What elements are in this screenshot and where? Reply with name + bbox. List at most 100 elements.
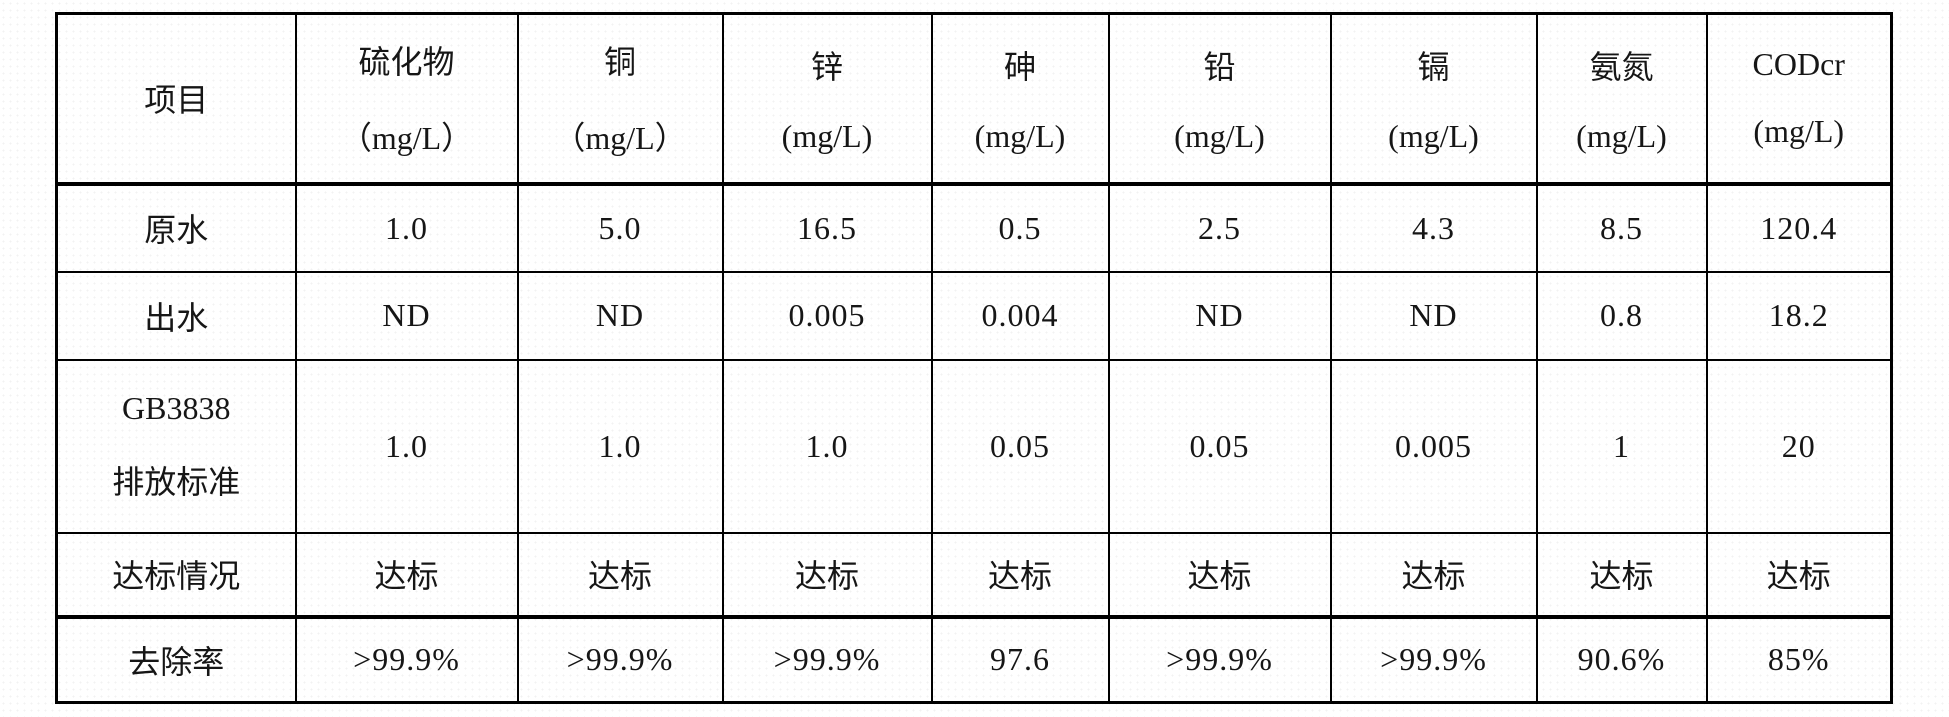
value-cell: 90.6%: [1535, 615, 1708, 704]
cell-value: 1: [1613, 427, 1630, 464]
cell-value: 达标: [1187, 558, 1252, 594]
cell-value: >99.9%: [773, 641, 881, 678]
column-name: 铅: [1203, 48, 1236, 85]
value-cell: 8.5: [1535, 182, 1708, 273]
cell-value: 1.0: [598, 427, 642, 464]
header-cell-ammonia: 氨氮 (mg/L): [1535, 12, 1708, 186]
cell-value: >99.9%: [353, 641, 460, 678]
column-name: 砷: [1003, 48, 1036, 85]
cell-value: 0.05: [990, 427, 1050, 464]
cell-value: 20: [1781, 427, 1816, 464]
value-cell: 0.004: [930, 270, 1110, 361]
table-row-raw-water: 原水 1.0 5.0 16.5 0.5 2.5 4.3 8.5 120.4: [55, 182, 1893, 273]
column-name: 氨氮: [1589, 48, 1654, 85]
row-label-cell: 原水: [55, 182, 297, 273]
table-row-compliance-status: 达标情况 达标 达标 达标 达标 达标 达标 达标 达标: [55, 531, 1893, 619]
value-cell: 1.0: [294, 182, 519, 273]
cell-value: 85%: [1767, 641, 1830, 678]
value-cell: ND: [294, 270, 519, 361]
cell-value: 1.0: [385, 209, 428, 246]
header-cell-copper: 铜 （mg/L）: [516, 12, 724, 186]
row-label: 去除率: [128, 643, 225, 680]
cell-value: 18.2: [1768, 297, 1829, 333]
value-cell: >99.9%: [516, 615, 724, 704]
cell-value: 达标: [794, 558, 859, 594]
cell-value: 0.005: [1395, 427, 1472, 464]
row-label-cell: 出水: [55, 270, 297, 361]
value-cell: 1.0: [294, 358, 519, 534]
row-label: GB3838: [122, 389, 231, 426]
cell-value: 0.5: [998, 209, 1042, 246]
value-cell: 97.6: [930, 615, 1110, 704]
cell-value: 90.6%: [1577, 641, 1666, 678]
value-cell: 0.005: [1329, 358, 1538, 534]
value-cell: 达标: [1535, 531, 1708, 619]
value-cell: 0.005: [721, 270, 933, 361]
cell-value: 4.3: [1412, 209, 1455, 246]
column-name: CODcr: [1752, 46, 1845, 83]
cell-value: ND: [1195, 297, 1244, 333]
header-cell-cadmium: 镉 (mg/L): [1329, 12, 1538, 186]
value-cell: ND: [516, 270, 724, 361]
cell-value: 0.05: [1189, 427, 1250, 464]
value-cell: 达标: [1329, 531, 1538, 619]
cell-value: 2.5: [1198, 209, 1241, 246]
column-unit: (mg/L): [1576, 117, 1667, 154]
value-cell: 1.0: [516, 358, 724, 534]
column-unit: （mg/L）: [553, 120, 687, 157]
header-cell-sulfide: 硫化物 （mg/L）: [294, 12, 519, 186]
cell-value: 0.005: [788, 297, 866, 333]
column-name: 锌: [810, 48, 843, 85]
cell-value: 达标: [587, 558, 652, 594]
value-cell: 2.5: [1107, 182, 1332, 273]
cell-value: 达标: [1589, 558, 1654, 594]
value-cell: 1: [1535, 358, 1708, 534]
value-cell: 20: [1705, 358, 1893, 534]
row-label-cell: 达标情况: [55, 531, 297, 619]
value-cell: 达标: [516, 531, 724, 619]
value-cell: 达标: [721, 531, 933, 619]
cell-value: 达标: [987, 558, 1052, 594]
value-cell: 16.5: [721, 182, 933, 273]
value-cell: 0.05: [930, 358, 1110, 534]
column-unit: （mg/L）: [339, 120, 474, 157]
header-cell-zinc: 锌 (mg/L): [721, 12, 933, 186]
row-label-cell: GB3838 排放标准: [55, 358, 297, 534]
cell-value: 0.004: [981, 297, 1059, 333]
corner-header-label: 项目: [144, 82, 209, 119]
column-name: 硫化物: [358, 44, 455, 81]
column-unit: (mg/L): [1388, 117, 1479, 154]
cell-value: 达标: [374, 558, 439, 594]
value-cell: 1.0: [721, 358, 933, 534]
value-cell: 4.3: [1329, 182, 1538, 273]
value-cell: >99.9%: [294, 615, 519, 704]
cell-value: 1.0: [805, 427, 849, 464]
cell-value: >99.9%: [1166, 641, 1273, 678]
value-cell: ND: [1107, 270, 1332, 361]
value-cell: >99.9%: [1107, 615, 1332, 704]
row-label-line2: 排放标准: [112, 463, 241, 500]
value-cell: >99.9%: [1329, 615, 1538, 704]
cell-value: 5.0: [598, 209, 642, 246]
cell-value: ND: [595, 297, 645, 333]
table-row-gb3838-standard: GB3838 排放标准 1.0 1.0 1.0 0.05 0.05 0.005 …: [55, 358, 1893, 534]
table-header-row: 项目 硫化物 （mg/L） 铜 （mg/L） 锌 (mg/L) 砷 (mg/L)…: [55, 12, 1893, 186]
column-unit: (mg/L): [1174, 117, 1265, 154]
header-cell-lead: 铅 (mg/L): [1107, 12, 1332, 186]
value-cell: 达标: [1107, 531, 1332, 619]
cell-value: ND: [1409, 297, 1458, 333]
row-label-cell: 去除率: [55, 615, 297, 704]
value-cell: 120.4: [1705, 182, 1893, 273]
header-cell-arsenic: 砷 (mg/L): [930, 12, 1110, 186]
value-cell: 0.8: [1535, 270, 1708, 361]
value-cell: 达标: [930, 531, 1110, 619]
value-cell: 5.0: [516, 182, 724, 273]
column-unit: (mg/L): [1753, 113, 1845, 150]
table-row-effluent: 出水 ND ND 0.005 0.004 ND ND 0.8 18.2: [55, 270, 1893, 361]
value-cell: 0.05: [1107, 358, 1332, 534]
cell-value: 97.6: [990, 641, 1050, 678]
cell-value: 16.5: [797, 209, 857, 246]
cell-value: 0.8: [1600, 297, 1643, 333]
cell-value: >99.9%: [566, 641, 674, 678]
